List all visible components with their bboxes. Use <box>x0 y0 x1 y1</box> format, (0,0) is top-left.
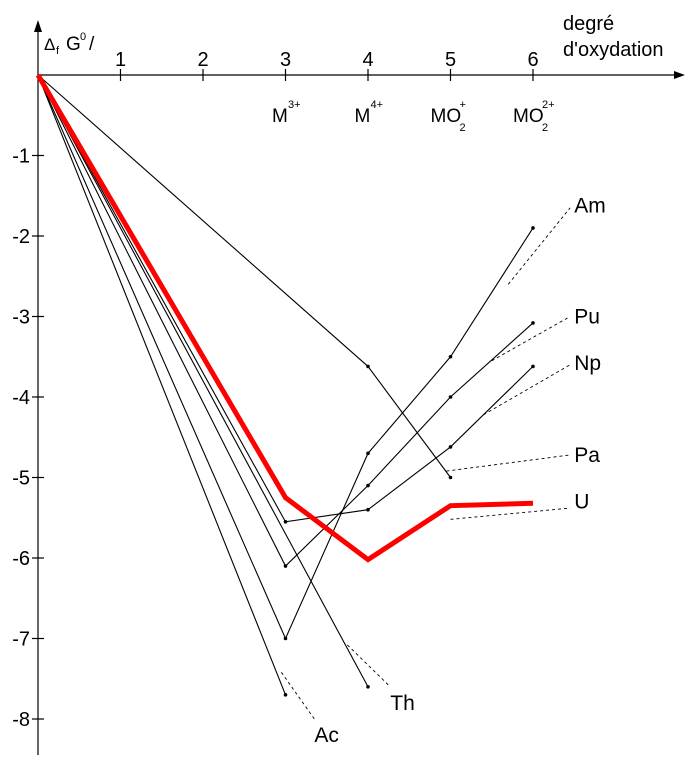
x-tick-label: 6 <box>527 49 538 71</box>
data-point-pu <box>366 483 370 488</box>
y-tick-label: -2 <box>12 226 30 248</box>
y-axis-arrow <box>34 20 42 32</box>
leader-line-pu <box>491 316 571 362</box>
series-line-pa <box>37 74 451 478</box>
x-tick-label: 4 <box>362 49 373 71</box>
species-charge: 4+ <box>371 99 384 111</box>
x-ticks: 1 2 3 4 5 6 <box>115 49 539 81</box>
species-base: M <box>355 106 371 127</box>
series-line-np <box>37 74 534 523</box>
y-tick-label: -4 <box>12 387 30 409</box>
data-point-np <box>448 445 453 449</box>
data-point-np <box>531 364 535 369</box>
x-axis-title-line1: degré <box>563 13 614 35</box>
data-point-am <box>283 636 288 641</box>
data-point-pa <box>448 475 453 480</box>
y-axis-title: Δ f G 0 / <box>44 31 95 57</box>
data-point-am <box>448 354 453 359</box>
data-point-am <box>366 451 370 456</box>
y-axis-title-delta: Δ <box>44 35 55 54</box>
y-axis-title-slash: / <box>89 34 95 55</box>
series-label-np: Np <box>574 352 601 375</box>
x-axis-title: degré d'oxydation <box>563 13 664 61</box>
leader-line-th <box>347 644 389 686</box>
series-label-pu: Pu <box>574 306 600 329</box>
y-axis-title-g: G <box>66 34 81 55</box>
y-axis-title-sub: f <box>56 45 60 57</box>
series-label-am: Am <box>574 194 606 217</box>
axes <box>34 20 685 755</box>
series-labels: Am Pu Np Pa U Th Ac <box>314 194 605 747</box>
data-point-pu <box>283 564 288 568</box>
data-point-pu <box>448 395 453 399</box>
species-charge: + <box>460 99 466 111</box>
series-lines <box>35 73 534 696</box>
x-tick-label: 1 <box>115 49 126 71</box>
data-point-pa <box>366 364 370 369</box>
series-line-ac <box>37 74 287 696</box>
data-point-am <box>531 226 535 230</box>
series-label-u: U <box>574 491 589 514</box>
series-line-pu <box>37 74 534 567</box>
leader-line-am <box>507 207 571 285</box>
species-subscript: 2 <box>460 122 466 134</box>
x-axis-arrow <box>674 71 685 79</box>
leader-line-pa <box>446 454 571 472</box>
series-label-ac: Ac <box>314 724 339 747</box>
series-line-th <box>37 74 369 688</box>
y-tick-label: -7 <box>12 629 30 651</box>
data-point-pu <box>531 321 535 325</box>
data-point-np <box>366 507 370 512</box>
data-point-th <box>366 685 370 689</box>
leader-lines <box>281 207 571 720</box>
x-tick-label: 2 <box>197 49 208 71</box>
series-line-u <box>35 73 534 563</box>
data-points <box>283 226 535 697</box>
y-axis-title-sup: 0 <box>80 31 86 43</box>
x-axis-title-line2: d'oxydation <box>563 39 664 61</box>
y-tick-label: -3 <box>12 307 30 329</box>
y-tick-label: -6 <box>12 548 30 570</box>
species-charge: 3+ <box>288 99 301 111</box>
y-tick-label: -8 <box>12 709 30 731</box>
species-label: MO+2 <box>431 99 466 134</box>
x-tick-label: 3 <box>280 49 291 71</box>
y-tick-label: -5 <box>12 468 30 490</box>
leader-line-np <box>483 364 571 416</box>
species-label: MO2+ 2 <box>513 99 555 134</box>
species-label: M3+ <box>272 99 301 127</box>
data-point-ac <box>283 693 288 697</box>
species-charge: 2+ <box>542 99 555 111</box>
series-label-pa: Pa <box>574 444 600 467</box>
y-tick-label: -1 <box>12 146 30 168</box>
species-subscript: 2 <box>542 122 548 134</box>
series-label-th: Th <box>390 692 415 715</box>
leader-line-u <box>450 507 571 520</box>
species-base: M <box>272 106 288 127</box>
series-line-am <box>37 74 534 640</box>
x-tick-label: 5 <box>445 49 456 71</box>
species-base: MO <box>431 106 462 127</box>
y-ticks: -1 -2 -3 -4 -5 -6 -7 -8 <box>12 146 44 731</box>
species-base: MO <box>513 106 544 127</box>
species-label: M4+ <box>355 99 384 127</box>
data-point-np <box>283 519 288 524</box>
